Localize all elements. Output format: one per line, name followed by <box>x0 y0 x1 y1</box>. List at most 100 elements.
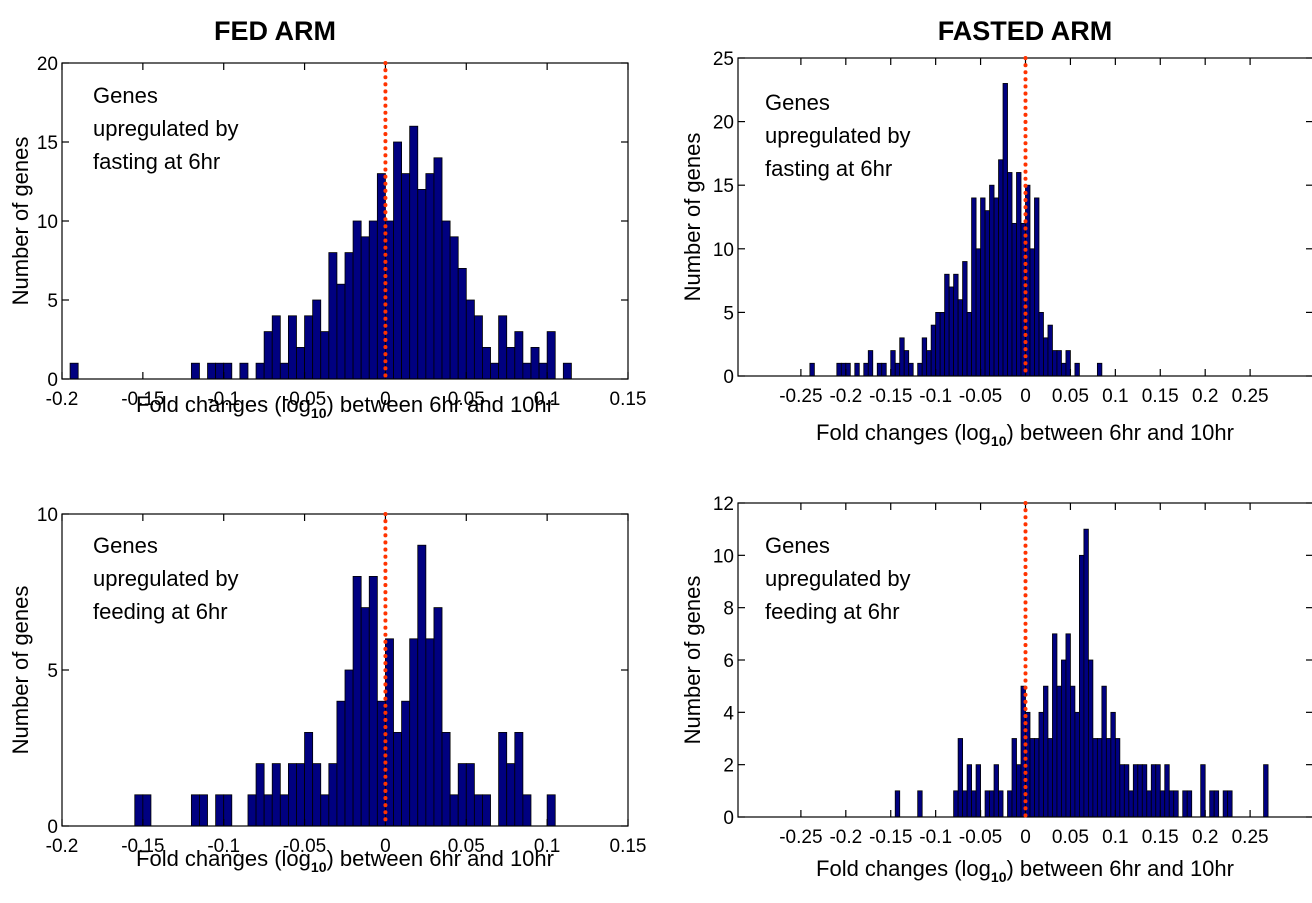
bar <box>1034 197 1040 377</box>
y-tick-label: 15 <box>713 176 734 197</box>
bar <box>279 362 289 380</box>
bar <box>1034 738 1040 818</box>
bar <box>417 188 427 380</box>
bar <box>1137 764 1143 818</box>
bar <box>1132 764 1139 818</box>
bar <box>935 311 941 377</box>
bar <box>1061 659 1067 818</box>
y-tick-label: 10 <box>37 505 58 526</box>
annotation: upregulated by <box>765 566 911 591</box>
bar <box>1011 738 1017 818</box>
bar <box>1096 738 1103 818</box>
bar <box>921 337 928 377</box>
y-tick-label: 12 <box>713 494 734 515</box>
bar <box>1065 350 1071 377</box>
x-tick-label: 0.15 <box>610 389 647 410</box>
bar <box>1007 790 1013 818</box>
bar <box>1074 711 1080 818</box>
y-tick-label: 10 <box>713 240 734 261</box>
x-tick-label: 0 <box>1020 386 1031 407</box>
y-tick-label: 0 <box>47 817 58 838</box>
bar <box>1123 764 1130 818</box>
panel-title: FED ARM <box>214 16 336 46</box>
bar <box>984 790 990 818</box>
x-tick-label: 0.05 <box>1052 827 1089 848</box>
bar <box>562 362 572 380</box>
bar <box>962 790 968 818</box>
bar <box>975 764 981 818</box>
bar <box>255 362 265 380</box>
annotation: feeding at 6hr <box>93 599 228 624</box>
bar <box>271 763 281 827</box>
x-tick-label: -0.25 <box>779 386 822 407</box>
x-tick-label: 0 <box>1020 827 1031 848</box>
bar <box>312 299 322 380</box>
x-axis-label-part: 10 <box>311 859 327 875</box>
x-tick-label: 0.2 <box>1192 827 1218 848</box>
bar <box>296 346 305 380</box>
bar <box>1101 685 1107 818</box>
bar <box>836 362 842 377</box>
bar <box>199 794 208 827</box>
x-tick-label: 0.1 <box>1102 386 1128 407</box>
bar <box>1182 790 1188 818</box>
x-axis-label-part: Fold changes (log <box>136 392 311 417</box>
bar <box>890 350 896 377</box>
bar <box>998 159 1004 377</box>
bar <box>926 350 932 377</box>
x-axis-label: Fold changes (log10) between 6hr and 10h… <box>136 846 554 875</box>
bar <box>917 362 923 377</box>
bar <box>1052 633 1058 818</box>
bar <box>966 764 972 818</box>
bar <box>538 362 548 380</box>
bar <box>1092 738 1098 818</box>
bar <box>975 248 981 377</box>
bar <box>457 267 467 380</box>
bar <box>957 299 964 377</box>
x-tick-label: -0.2 <box>46 836 79 857</box>
bar <box>1061 362 1067 377</box>
x-axis-label-part: Fold changes (log <box>136 846 311 871</box>
y-tick-label: 10 <box>37 212 58 233</box>
bar <box>1119 764 1125 818</box>
y-axis-label: Number of genes <box>680 133 705 302</box>
bar <box>401 700 411 827</box>
bar <box>336 700 346 827</box>
bar <box>1056 350 1062 377</box>
x-tick-label: -0.05 <box>283 836 326 857</box>
x-tick-label: 0.25 <box>1232 827 1269 848</box>
bar <box>944 273 950 377</box>
y-tick-label: 5 <box>723 303 734 324</box>
bar <box>1105 738 1112 818</box>
bar <box>498 315 508 380</box>
bar <box>312 763 322 827</box>
bar <box>360 236 370 380</box>
x-tick-label: -0.15 <box>121 836 164 857</box>
y-tick-label: 25 <box>713 49 734 70</box>
bar <box>522 362 532 380</box>
x-tick-label: 0.1 <box>534 836 560 857</box>
bar <box>993 764 999 818</box>
bar <box>809 362 815 377</box>
bar <box>522 794 532 827</box>
bar <box>482 346 491 380</box>
bar <box>328 763 338 827</box>
bar <box>215 362 225 380</box>
bar <box>989 790 995 818</box>
bar <box>1150 764 1157 818</box>
y-axis-label: Number of genes <box>8 586 33 755</box>
y-tick-label: 15 <box>37 133 58 154</box>
bar <box>457 763 467 827</box>
y-axis-label: Number of genes <box>680 576 705 745</box>
bar <box>867 350 874 377</box>
bar <box>409 125 419 380</box>
bar <box>980 197 986 377</box>
y-tick-label: 10 <box>713 546 734 567</box>
x-tick-label: -0.25 <box>779 827 822 848</box>
bar <box>473 794 483 827</box>
bar <box>1164 764 1170 818</box>
x-axis-label-part: 10 <box>991 433 1007 449</box>
bar <box>263 794 273 827</box>
bar <box>449 236 459 380</box>
